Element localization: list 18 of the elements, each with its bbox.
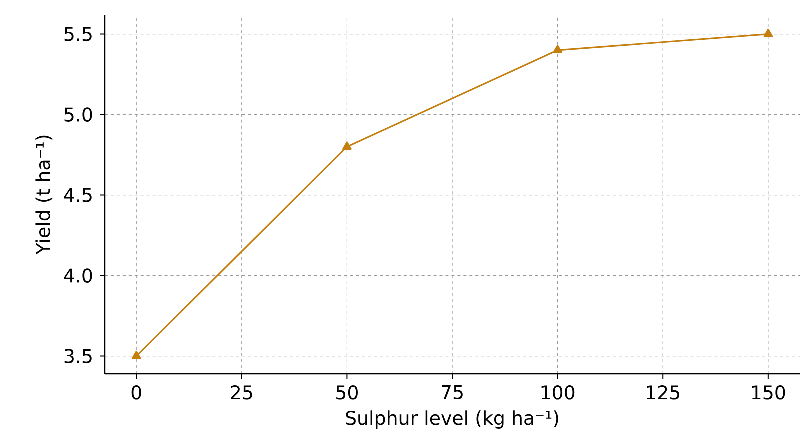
x-axis-title: Sulphur level (kg ha⁻¹) bbox=[346, 410, 558, 429]
y-tick-label: 5.5 bbox=[64, 27, 92, 42]
y-axis-title: Yield (t ha⁻¹) bbox=[36, 136, 53, 255]
x-tick-label: 100 bbox=[542, 385, 575, 400]
point bbox=[553, 45, 563, 54]
x-tick-label: 150 bbox=[752, 385, 786, 400]
x-tick-label: 50 bbox=[336, 385, 358, 400]
x-tick-label: 125 bbox=[647, 385, 680, 400]
x-tick-label: 0 bbox=[132, 385, 142, 400]
y-tick-label: 4.5 bbox=[64, 188, 92, 202]
x-tick-label: 75 bbox=[442, 385, 463, 400]
point bbox=[342, 142, 352, 150]
y-tick-label: 3.5 bbox=[64, 349, 92, 364]
x-tick-label: 25 bbox=[231, 385, 252, 400]
point bbox=[764, 29, 774, 38]
y-tick-label: 4.0 bbox=[64, 268, 92, 283]
y-tick-label: 5.0 bbox=[64, 108, 92, 122]
point bbox=[132, 350, 142, 360]
